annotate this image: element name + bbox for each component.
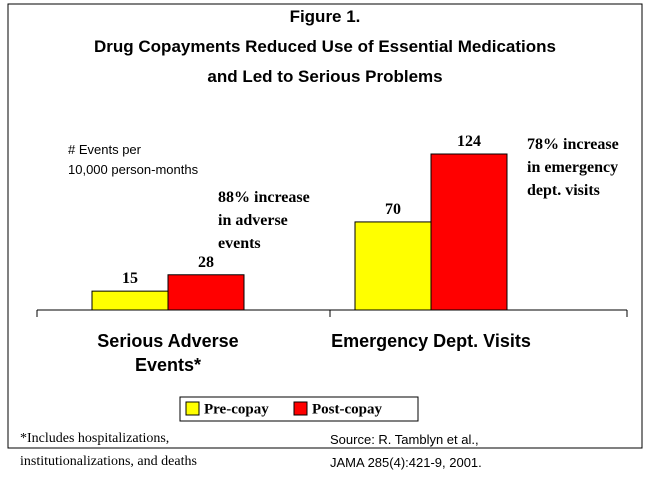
footnote: institutionalizations, and deaths — [20, 454, 197, 469]
annotation: 78% increase — [527, 136, 619, 153]
value-label: 70 — [385, 201, 401, 218]
title-line: Figure 1. — [289, 7, 361, 26]
x-tick-label: Serious Adverse Events* — [97, 331, 239, 375]
value-label: 15 — [122, 270, 138, 287]
annotation: in emergency — [527, 159, 619, 176]
annotation: in adverse — [218, 212, 288, 229]
value-label: 28 — [198, 254, 214, 271]
legend-swatch — [293, 401, 308, 416]
source: Source: R. Tamblyn et al., — [330, 432, 479, 447]
annotation: events — [218, 235, 261, 252]
legend-label: Pre-copay — [204, 401, 269, 417]
title-line: and Led to Serious Problems — [207, 67, 443, 86]
legend-swatch — [185, 401, 200, 416]
annotation: 88% increase — [218, 189, 310, 206]
y-axis-label: 10,000 person-months — [68, 162, 199, 177]
legend-label: Post-copay — [312, 401, 382, 417]
x-tick-label: Emergency Dept. Visits — [331, 331, 531, 351]
annotation: dept. visits — [527, 182, 600, 199]
bar — [91, 290, 169, 311]
frame — [7, 3, 643, 449]
value-label: 124 — [457, 133, 481, 150]
bar — [430, 153, 508, 311]
title-line: Drug Copayments Reduced Use of Essential… — [94, 37, 556, 56]
y-axis-label: # Events per — [68, 142, 141, 157]
footnote: *Includes hospitalizations, — [20, 431, 170, 446]
source: JAMA 285(4):421-9, 2001. — [330, 455, 482, 470]
bar — [167, 274, 245, 311]
bar — [354, 221, 432, 311]
